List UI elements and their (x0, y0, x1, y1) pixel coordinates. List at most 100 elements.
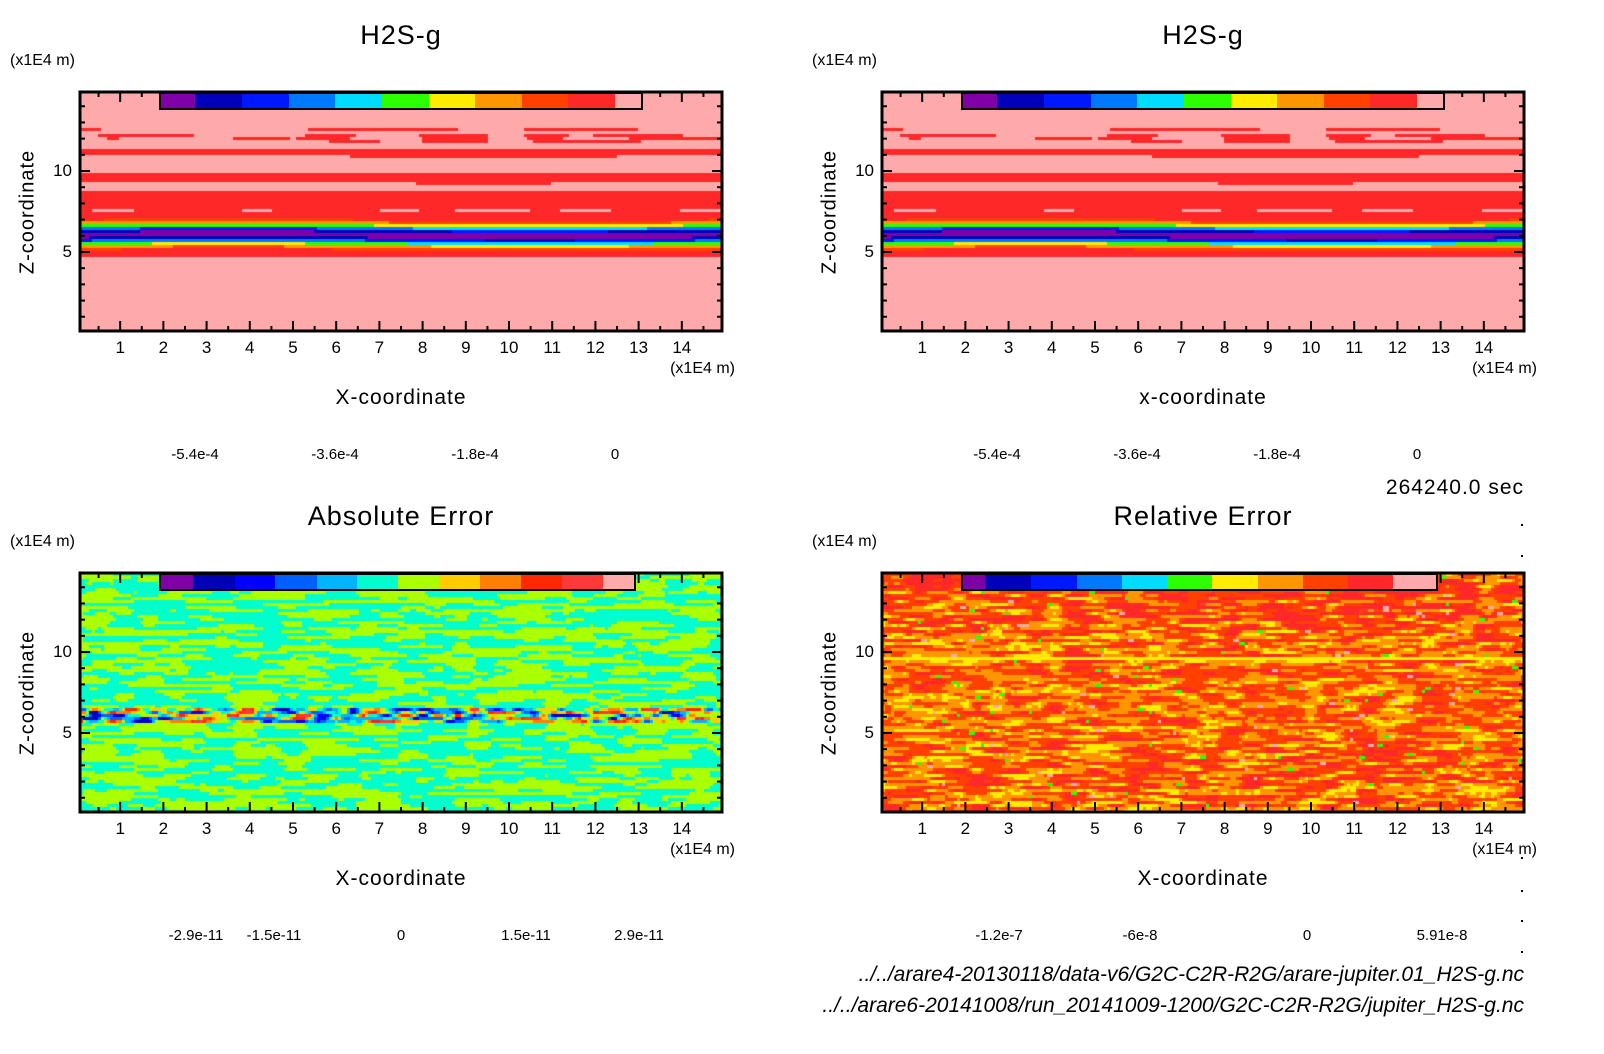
colorbar-swatch (289, 92, 335, 110)
x-tick-label: 6 (1133, 819, 1143, 838)
colorbar-frame (961, 573, 1438, 591)
colorbar-swatch (1044, 92, 1091, 110)
file-path-1: ../../arare4-20130118/data-v6/G2C-C2R-R2… (858, 963, 1524, 986)
x-tick-label: 4 (1047, 819, 1057, 838)
colorbar-swatch (1091, 92, 1137, 110)
x-tick-label: 7 (1176, 819, 1187, 838)
stray-dot (1521, 555, 1523, 557)
x-tick-label: 2 (158, 338, 169, 357)
x-tick-label: 12 (1387, 338, 1407, 357)
x-tick-label: 1 (917, 338, 927, 357)
y-axis-label: Z-coordinate (16, 630, 39, 756)
colorbar-swatch (1077, 573, 1122, 591)
x-unit-label: (x1E4 m) (670, 360, 735, 377)
x-tick-label: 9 (1263, 338, 1273, 357)
y-axis-label: Z-coordinate (16, 149, 39, 275)
chart-title: Absolute Error (307, 501, 495, 531)
x-tick-label: 14 (672, 338, 692, 357)
colorbar-tick-label: 0 (610, 446, 620, 463)
colorbar-swatch (195, 92, 242, 110)
y-tick-label: 10 (855, 161, 874, 181)
colorbar-swatch (1167, 573, 1212, 591)
colorbar-swatch (439, 573, 480, 591)
x-tick-label: 8 (1219, 338, 1230, 357)
x-unit-label: (x1E4 m) (1472, 360, 1537, 377)
plot-frame (78, 571, 724, 814)
x-tick-label: 3 (1003, 338, 1014, 357)
x-tick-label: 11 (543, 338, 562, 357)
colorbar-tick-label: -3.6e-4 (1113, 446, 1161, 463)
colorbar-tick-label: 0 (1302, 927, 1312, 944)
colorbar-swatch (615, 92, 642, 110)
x-tick-label: 5 (1090, 819, 1100, 838)
colorbar-swatch (475, 92, 522, 110)
x-tick-label: 3 (201, 819, 212, 838)
colorbar-swatch (1137, 92, 1184, 110)
colorbar-swatch (193, 573, 235, 591)
colorbar-swatch (1031, 573, 1077, 591)
x-tick-label: 13 (1431, 338, 1451, 357)
colorbar-swatch (242, 92, 289, 110)
x-tick-label: 6 (331, 338, 341, 357)
contour-field (80, 573, 722, 812)
colorbar-swatch (1212, 573, 1258, 591)
colorbar-tick-label: -2.9e-11 (168, 927, 224, 944)
x-unit-label: (x1E4 m) (1472, 841, 1537, 858)
x-tick-label: 1 (115, 338, 125, 357)
plot-frame (880, 571, 1526, 814)
x-tick-label: 5 (288, 338, 298, 357)
x-tick-label: 1 (917, 819, 927, 838)
colorbar-swatch (1393, 573, 1437, 591)
x-tick-label: 9 (461, 819, 471, 838)
colorbar-swatch (1417, 92, 1444, 110)
x-tick-label: 13 (1431, 819, 1451, 838)
x-tick-label: 2 (158, 819, 169, 838)
x-tick-label: 14 (1474, 819, 1494, 838)
plot-area (78, 90, 724, 333)
x-tick-label: 6 (1133, 338, 1143, 357)
colorbar-tick-label: 0 (1412, 446, 1422, 463)
colorbar-swatch (160, 92, 195, 110)
colorbar-tick-label: -5.4e-4 (973, 446, 1021, 463)
colorbar-tick-label: -1.2e-7 (975, 927, 1023, 944)
colorbar-tick-label: 1.5e-11 (501, 927, 551, 944)
x-tick-label: 12 (585, 819, 605, 838)
colorbar-frame (961, 92, 1445, 110)
chart-title: H2S-g (360, 20, 442, 50)
x-tick-label: 5 (288, 819, 298, 838)
colorbar-swatch (1303, 573, 1348, 591)
x-unit-label: (x1E4 m) (670, 841, 735, 858)
plot-area (880, 571, 1526, 814)
colorbar-swatch (1324, 92, 1370, 110)
colorbar-swatch (997, 92, 1044, 110)
x-tick-label: 10 (499, 338, 519, 357)
colorbar-swatch (1231, 92, 1277, 110)
stray-dot (1521, 890, 1523, 892)
y-axis-label: Z-coordinate (818, 149, 841, 275)
y-unit-label: (x1E4 m) (10, 52, 75, 69)
colorbar-swatch (275, 573, 317, 591)
colorbar-tick-label: -1.5e-11 (246, 927, 302, 944)
colorbar-swatch (480, 573, 521, 591)
plot-frame (880, 90, 1526, 333)
stray-dot (1521, 920, 1523, 922)
x-tick-label: 6 (331, 819, 341, 838)
x-tick-label: 4 (245, 819, 255, 838)
y-tick-label: 5 (864, 241, 874, 261)
colorbar-swatch (398, 573, 439, 591)
colorbar-tick-label: -1.8e-4 (451, 446, 499, 463)
colorbar-swatch (357, 573, 398, 591)
x-tick-label: 14 (1474, 338, 1494, 357)
y-tick-label: 5 (62, 722, 72, 742)
x-tick-label: 14 (672, 819, 692, 838)
x-tick-label: 8 (1219, 819, 1230, 838)
colorbar-tick-label: -1.8e-4 (1253, 446, 1301, 463)
contour-field (80, 92, 722, 331)
x-tick-label: 9 (1263, 819, 1273, 838)
contour-field (882, 573, 1524, 812)
colorbar-swatch (1258, 573, 1303, 591)
h2s-g-panel-1: H2S-g (x1E4 m) Z-coordinate 5 10 1 2 3 4 5 6 7 8 9… (10, 20, 735, 463)
colorbar-swatch (160, 573, 193, 591)
x-tick-label: 10 (1301, 338, 1321, 357)
absolute-error-panel: Absolute Error (x1E4 m) Z-coordinate 5 10… (10, 501, 735, 944)
